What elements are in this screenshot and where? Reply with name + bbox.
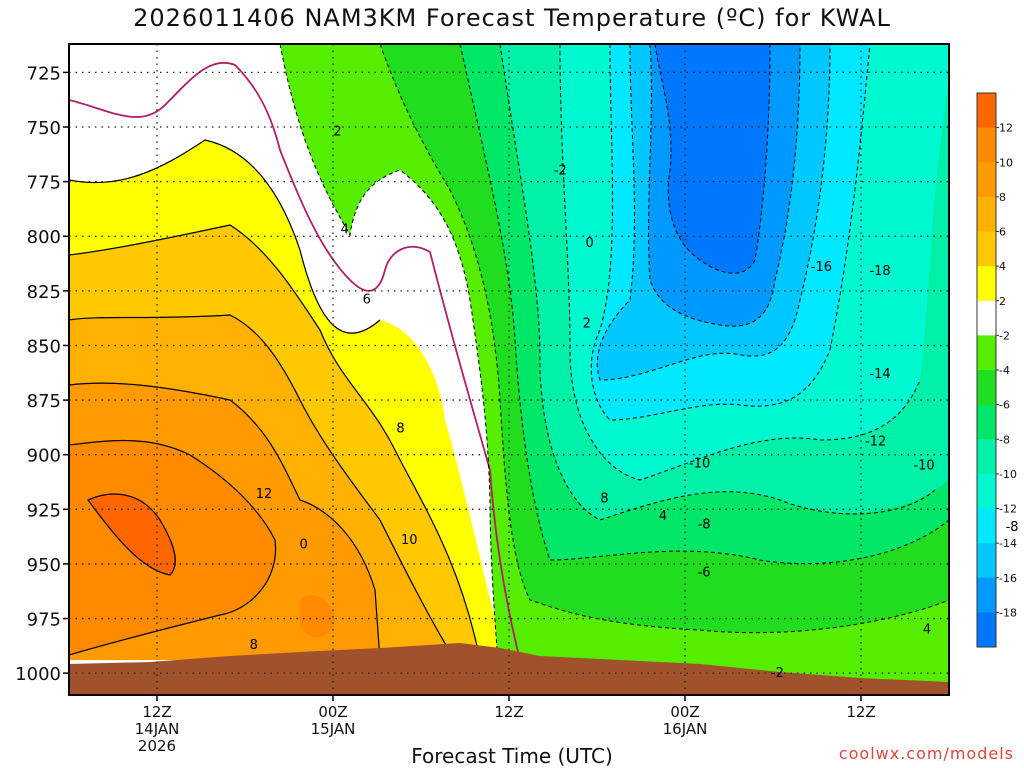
contour-label: -2 <box>771 666 784 681</box>
x-tick-label: 14JAN <box>135 720 180 738</box>
y-tick-label: 975 <box>27 610 61 631</box>
contour-label: -10 <box>913 459 934 474</box>
colorbar-swatch <box>977 543 996 579</box>
colorbar-label: 6 <box>999 226 1006 239</box>
contour-label: 8 <box>250 638 258 653</box>
colorbar-label: 12 <box>999 122 1013 135</box>
colorbar-label: 2 <box>999 295 1006 308</box>
y-tick-label: 800 <box>27 227 61 248</box>
contour-label: 0 <box>300 537 308 552</box>
colorbar-label: -12 <box>999 503 1017 516</box>
colorbar-swatch <box>977 473 996 509</box>
colorbar-swatch <box>977 162 996 198</box>
y-tick-label: 875 <box>27 391 61 412</box>
chart-title: 2026011406 NAM3KM Forecast Temperature (… <box>133 4 891 32</box>
colorbar-swatch <box>977 508 996 544</box>
freezing-line <box>69 62 521 661</box>
y-tick-label: 1000 <box>15 664 61 685</box>
colorbar-label: 10 <box>999 156 1013 169</box>
contour-label: -16 <box>811 260 832 275</box>
colorbar-label: -6 <box>999 399 1010 412</box>
colorbar-swatch <box>977 577 996 613</box>
y-tick-label: 925 <box>27 500 61 521</box>
colorbar-swatch <box>977 196 996 232</box>
colorbar-swatch <box>977 612 996 648</box>
colorbar-label: -10 <box>999 468 1017 481</box>
contour-label: -14 <box>869 367 890 382</box>
contour-label: -10 <box>689 456 710 471</box>
colorbar-label: -18 <box>999 606 1017 619</box>
y-axis: 725 750 775 800 825 850 875 900 925 950 975 1000 <box>15 63 69 685</box>
x-tick-label: 16JAN <box>663 720 708 738</box>
colorbar-swatch <box>977 231 996 267</box>
colorbar-swatch <box>977 335 996 371</box>
contour-label: -6 <box>698 566 711 581</box>
y-tick-label: 750 <box>27 118 61 139</box>
colorbar-label: -14 <box>999 537 1017 550</box>
contour-label: -8 <box>698 518 711 533</box>
contour-label: 10 <box>401 533 418 548</box>
credit-text: coolwx.com/models <box>838 744 1014 763</box>
colorbar-swatch <box>977 404 996 440</box>
contour-label: 6 <box>363 293 371 308</box>
x-axis-label: Forecast Time (UTC) <box>411 744 613 768</box>
contour-label: -12 <box>865 435 886 450</box>
contour-label: 4 <box>923 622 931 637</box>
contour-label: -18 <box>869 264 890 279</box>
contour-label: -8 <box>1006 520 1019 535</box>
contour-label: 8 <box>396 421 404 436</box>
x-tick-label: 15JAN <box>311 720 356 738</box>
colorbar-swatch <box>977 266 996 302</box>
dashed-contours <box>279 44 949 691</box>
x-tick-label: 12Z <box>494 703 523 721</box>
colorbar-label: 8 <box>999 191 1006 204</box>
colorbar-swatch <box>977 93 996 129</box>
colorbar-label: 4 <box>999 260 1006 273</box>
colorbar-label: -16 <box>999 572 1017 585</box>
contour-label: -2 <box>554 164 567 179</box>
contour-label: 2 <box>583 317 591 332</box>
temperature-fill-layers <box>69 44 949 695</box>
gridlines <box>69 44 949 695</box>
contour-labels: 2 4 6 8 10 12 0 8 8 4 -2 0 2 -16 -18 -14 -12 -10 -10 -8 -8 -6… <box>250 124 1019 681</box>
colorbar-swatch <box>977 439 996 475</box>
contour-label: 2 <box>333 124 341 139</box>
y-tick-label: 850 <box>27 336 61 357</box>
contour-label: 12 <box>256 487 273 502</box>
x-tick-label: 12Z <box>142 703 171 721</box>
contour-label: 4 <box>341 223 349 238</box>
y-tick-label: 900 <box>27 446 61 467</box>
solid-contours <box>69 139 481 661</box>
y-tick-label: 825 <box>27 282 61 303</box>
colorbar: 12 10 8 6 4 2 -2 -4 -6 -8 -10 -12 -14 -16 -18 <box>976 92 1017 648</box>
y-tick-label: 950 <box>27 555 61 576</box>
colorbar-label: -8 <box>999 433 1010 446</box>
x-tick-label: 00Z <box>318 703 347 721</box>
colorbar-swatch <box>977 127 996 163</box>
colorbar-label: -2 <box>999 329 1010 342</box>
contour-label: 4 <box>659 509 667 524</box>
x-tick-label: 2026 <box>138 737 176 755</box>
y-tick-label: 775 <box>27 173 61 194</box>
contour-label: 8 <box>600 491 608 506</box>
contour-label: 0 <box>586 236 594 251</box>
x-tick-label: 12Z <box>846 703 875 721</box>
x-tick-label: 00Z <box>670 703 699 721</box>
colorbar-swatch <box>977 370 996 406</box>
colorbar-swatch <box>977 300 996 336</box>
colorbar-label: -4 <box>999 364 1010 377</box>
y-tick-label: 725 <box>27 63 61 84</box>
